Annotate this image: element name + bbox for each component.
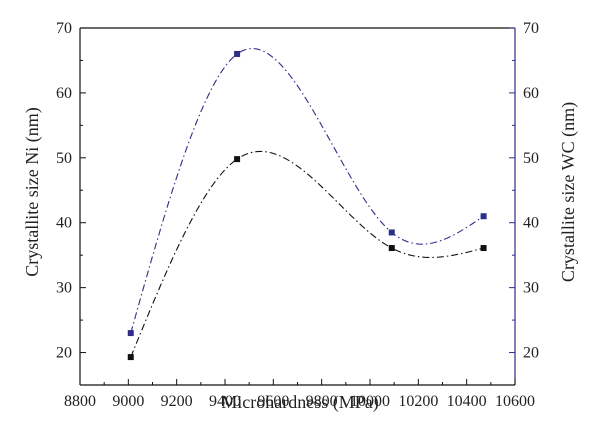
y-tick-label-right: 20 [523, 345, 539, 362]
y-tick-label-left: 70 [56, 20, 72, 37]
y-axis-title-right: Crystallite size WC (nm) [558, 102, 579, 282]
data-point-right [388, 229, 395, 236]
y-tick-label-right: 70 [523, 20, 539, 37]
x-tick-label: 9400 [209, 393, 241, 410]
y-axis-title-left: Crystallite size Ni (nm) [22, 107, 43, 276]
x-axis-title: Microhardness (MPa) [221, 392, 378, 413]
x-tick-label: 10600 [495, 393, 535, 410]
data-points [127, 50, 487, 361]
y-tick-label-left: 20 [56, 345, 72, 362]
fit-curve-left [130, 150, 484, 358]
data-point-right [127, 330, 134, 337]
x-tick-label: 9800 [306, 393, 338, 410]
data-point-right [480, 213, 487, 220]
x-tick-label: 9200 [161, 393, 193, 410]
x-tick-label: 10000 [350, 393, 390, 410]
fit-curve-right [130, 47, 484, 334]
data-point-left [127, 354, 134, 361]
tick-labels: 8800 9000 9200 9400 9600 9800 10000 10200 10400 1… [56, 20, 539, 410]
y-tick-label-right: 60 [523, 85, 539, 102]
fit-curves [130, 47, 484, 358]
data-point-left [388, 245, 395, 252]
y-tick-label-left: 50 [56, 150, 72, 167]
x-tick-label: 9600 [257, 393, 289, 410]
y-tick-label-right: 30 [523, 280, 539, 297]
axes [79, 27, 516, 386]
x-tick-label: 10200 [398, 393, 438, 410]
x-tick-label: 10400 [447, 393, 487, 410]
y-tick-label-left: 40 [56, 215, 72, 232]
y-tick-label-right: 50 [523, 150, 539, 167]
x-tick-label: 9000 [112, 393, 144, 410]
data-point-right [234, 50, 241, 57]
y-tick-label-left: 30 [56, 280, 72, 297]
y-tick-label-left: 60 [56, 85, 72, 102]
data-point-left [480, 245, 487, 252]
data-point-left [234, 156, 241, 163]
y-tick-label-right: 40 [523, 215, 539, 232]
x-tick-label: 8800 [64, 393, 96, 410]
